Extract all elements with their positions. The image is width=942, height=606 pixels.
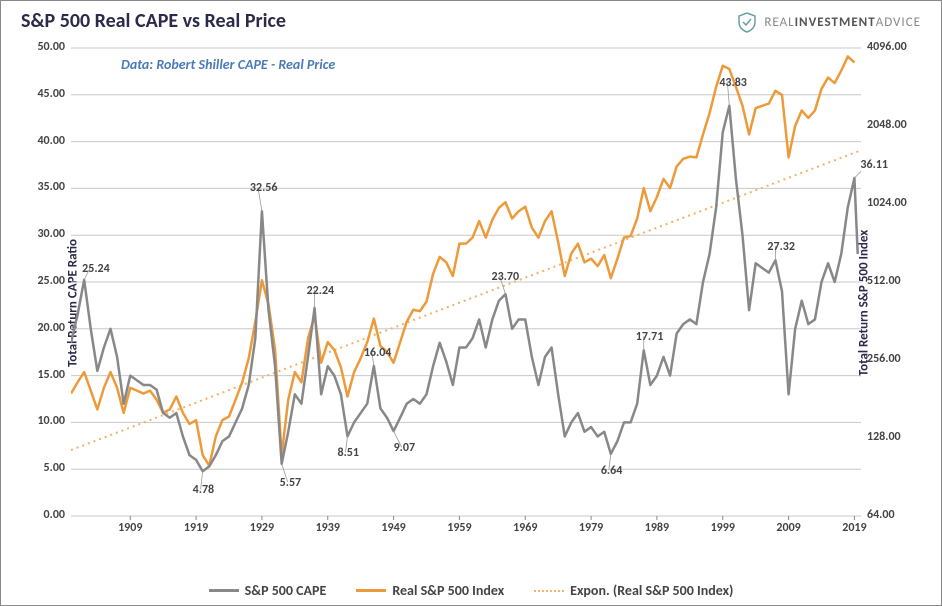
legend-expon-label: Expon. (Real S&P 500 Index) bbox=[570, 582, 733, 599]
tick-label: 1909 bbox=[118, 521, 142, 535]
tick-label: 1919 bbox=[184, 521, 208, 535]
tick-label: 5.00 bbox=[44, 461, 65, 475]
annotation-label: 27.32 bbox=[767, 240, 795, 254]
annotation-label: 8.51 bbox=[338, 446, 359, 460]
tick-label: 40.00 bbox=[37, 134, 65, 148]
tick-label: 1979 bbox=[579, 521, 603, 535]
legend-expon: Expon. (Real S&P 500 Index) bbox=[534, 582, 733, 599]
annotation-label: 25.24 bbox=[82, 262, 110, 276]
tick-label: 50.00 bbox=[37, 40, 65, 54]
tick-label: 2048.00 bbox=[867, 118, 907, 132]
tick-label: 25.00 bbox=[37, 274, 65, 288]
annotation-label: 6.64 bbox=[601, 464, 622, 478]
tick-label: 10.00 bbox=[37, 414, 65, 428]
annotation-label: 23.70 bbox=[492, 270, 520, 284]
tick-label: 256.00 bbox=[867, 352, 901, 366]
tick-label: 1959 bbox=[447, 521, 471, 535]
plot-svg bbox=[71, 43, 861, 551]
tick-label: 1949 bbox=[381, 521, 405, 535]
chart-legend: S&P 500 CAPE Real S&P 500 Index Expon. (… bbox=[1, 582, 941, 599]
annotation-label: 32.56 bbox=[250, 181, 278, 195]
annotation-label: 16.04 bbox=[364, 346, 392, 360]
annotation-label: 22.24 bbox=[307, 284, 335, 298]
brand-logo: REALINVESTMENTADVICE bbox=[736, 11, 921, 33]
chart-title: S&P 500 Real CAPE vs Real Price bbox=[21, 9, 286, 33]
chart-container: S&P 500 Real CAPE vs Real Price REALINVE… bbox=[0, 0, 942, 606]
tick-label: 1999 bbox=[711, 521, 735, 535]
tick-label: 1939 bbox=[316, 521, 340, 535]
tick-label: 0.00 bbox=[44, 508, 65, 522]
tick-label: 1929 bbox=[250, 521, 274, 535]
legend-cape: S&P 500 CAPE bbox=[209, 582, 327, 599]
tick-label: 512.00 bbox=[867, 274, 901, 288]
tick-label: 2009 bbox=[776, 521, 800, 535]
tick-label: 35.00 bbox=[37, 180, 65, 194]
tick-label: 1024.00 bbox=[867, 196, 907, 210]
logo-text: REALINVESTMENTADVICE bbox=[764, 15, 921, 30]
shield-icon bbox=[736, 11, 758, 33]
tick-label: 20.00 bbox=[37, 321, 65, 335]
legend-cape-label: S&P 500 CAPE bbox=[245, 582, 327, 599]
legend-price: Real S&P 500 Index bbox=[356, 582, 504, 599]
tick-label: 4096.00 bbox=[867, 40, 907, 54]
tick-label: 128.00 bbox=[867, 430, 901, 444]
tick-label: 1989 bbox=[645, 521, 669, 535]
annotation-label: 17.71 bbox=[636, 330, 664, 344]
tick-label: 15.00 bbox=[37, 368, 65, 382]
annotation-label: 9.07 bbox=[394, 441, 415, 455]
legend-price-label: Real S&P 500 Index bbox=[392, 582, 504, 599]
tick-label: 45.00 bbox=[37, 87, 65, 101]
annotation-label: 36.11 bbox=[860, 158, 888, 172]
tick-label: 2019 bbox=[842, 521, 866, 535]
tick-label: 64.00 bbox=[867, 508, 895, 522]
tick-label: 1969 bbox=[513, 521, 537, 535]
tick-label: 30.00 bbox=[37, 227, 65, 241]
annotation-label: 43.83 bbox=[719, 76, 747, 90]
annotation-label: 4.78 bbox=[193, 483, 214, 497]
annotation-label: 5.57 bbox=[280, 476, 301, 490]
